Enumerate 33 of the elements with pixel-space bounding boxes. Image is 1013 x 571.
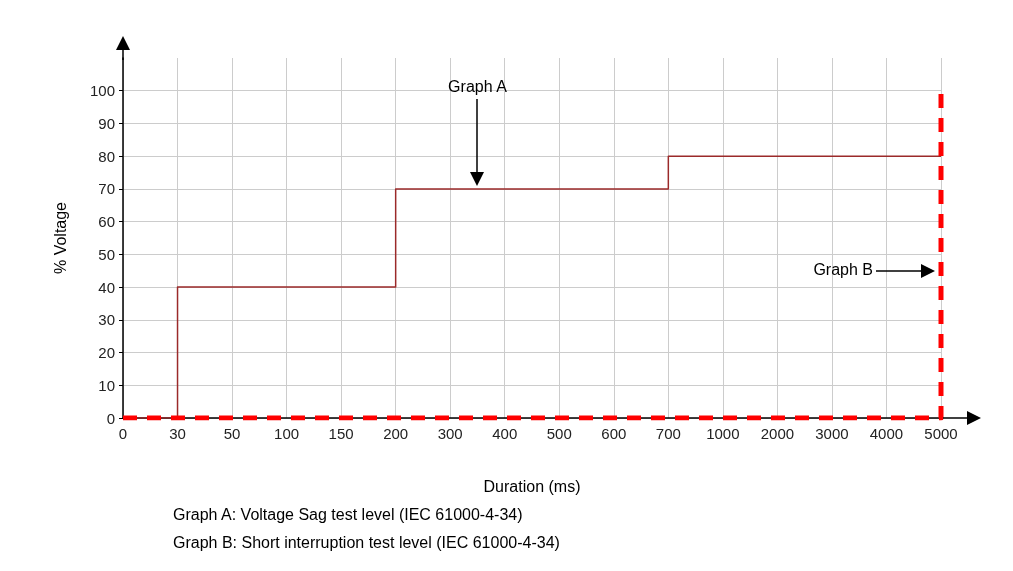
y-axis-title: % Voltage [51, 201, 69, 275]
x-tick-label: 0 [118, 425, 128, 442]
text: Graph B: Short interruption test level (IEC 61000-4-34) [173, 533, 560, 551]
annotation: Graph A [448, 78, 508, 96]
y-tick-label: 10 [98, 376, 115, 394]
x-tick-label: 1000 [706, 425, 740, 442]
x-tick-label: 400 [492, 425, 518, 442]
y-tick-label: 60 [98, 213, 115, 231]
y-tick-label: 30 [98, 311, 115, 329]
x-tick-label: 200 [383, 425, 409, 442]
y-tick-label: 0 [106, 409, 115, 427]
y-tick-label: 70 [98, 180, 115, 198]
x-tick-label: 4000 [869, 425, 904, 442]
x-tick-label: 500 [546, 425, 572, 442]
y-tick-label: 90 [98, 114, 115, 132]
y-tick-label: 20 [98, 344, 115, 362]
text: Graph A: Voltage Sag test level (IEC 61000-4-34) [173, 505, 523, 523]
x-tick-label: 150 [328, 425, 354, 442]
y-tick-label: 40 [98, 278, 115, 296]
x-tick-label: 30 [169, 425, 186, 442]
x-axis-title: Duration (ms) [483, 477, 581, 495]
y-tick-label: 80 [98, 147, 115, 165]
y-tick-label: 100 [89, 82, 115, 100]
x-tick-label: 50 [223, 425, 241, 442]
x-tick-label: 3000 [815, 425, 849, 442]
x-tick-label: 600 [601, 425, 627, 442]
annotation: Graph B [813, 261, 873, 279]
y-tick-label: 50 [98, 245, 115, 263]
x-tick-label: 700 [655, 425, 681, 442]
x-tick-label: 300 [437, 425, 463, 442]
x-tick-label: 2000 [760, 425, 795, 442]
x-tick-label: 5000 [924, 425, 958, 442]
x-tick-label: 100 [274, 425, 300, 442]
